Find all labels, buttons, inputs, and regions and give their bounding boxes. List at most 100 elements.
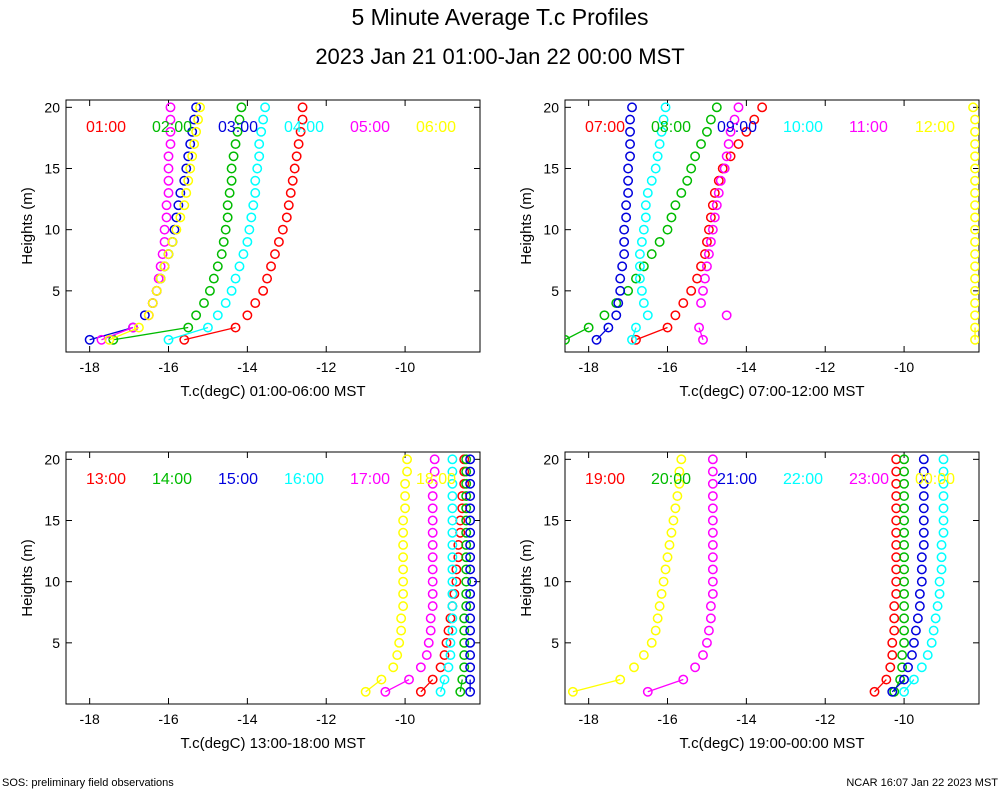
data-point-14:00 (461, 601, 472, 612)
data-point-12:00 (970, 139, 979, 149)
data-point-04:00 (163, 334, 174, 345)
data-point-00:00 (674, 466, 685, 477)
data-point-21:00 (916, 576, 927, 587)
data-point-06:00 (193, 114, 204, 125)
data-point-21:00 (918, 540, 929, 550)
data-point-01:00 (291, 151, 302, 162)
series-connector-19:00 (874, 679, 887, 693)
data-point-17:00 (421, 650, 432, 661)
series-connector-06:00 (109, 326, 140, 341)
data-point-16:00 (447, 552, 458, 563)
data-point-23:00 (703, 625, 714, 636)
x-tick-label: -12 (316, 711, 336, 727)
data-point-05:00 (165, 114, 176, 125)
data-point-01:00 (295, 126, 306, 137)
data-point-15:00 (465, 588, 476, 599)
data-point-15:00 (465, 564, 476, 575)
data-point-14:00 (461, 540, 472, 550)
y-tick-label: 15 (44, 513, 60, 529)
data-point-11:00 (711, 200, 722, 211)
data-point-19:00 (889, 601, 900, 612)
data-point-01:00 (293, 139, 304, 149)
data-point-05:00 (165, 102, 176, 113)
x-tick-label: -16 (657, 711, 677, 727)
data-point-10:00 (636, 285, 647, 296)
data-point-00:00 (658, 576, 669, 587)
data-point-11:00 (725, 126, 736, 137)
data-point-04:00 (220, 298, 231, 309)
y-tick-label: 5 (551, 635, 559, 651)
y-axis-label: Heights (m) (518, 539, 535, 617)
data-point-22:00 (916, 662, 927, 673)
data-point-17:00 (427, 564, 438, 575)
data-point-01:00 (285, 188, 296, 198)
data-point-15:00 (465, 601, 476, 612)
data-point-09:00 (615, 273, 626, 284)
data-point-09:00 (619, 236, 630, 247)
legend-entry-18:00: 18:00 (416, 471, 456, 488)
data-point-17:00 (429, 466, 440, 477)
data-point-20:00 (897, 662, 908, 673)
data-point-00:00 (672, 491, 683, 501)
data-point-12:00 (970, 175, 979, 186)
data-point-03:00 (187, 126, 198, 137)
data-point-03:00 (84, 334, 95, 345)
data-point-03:00 (191, 102, 202, 113)
legend-entry-03:00: 03:00 (218, 119, 258, 136)
data-point-08:00 (646, 249, 657, 260)
data-point-08:00 (666, 212, 677, 223)
data-point-03:00 (139, 310, 150, 321)
data-point-14:00 (461, 588, 472, 599)
legend-entry-23:00: 23:00 (849, 471, 889, 488)
data-point-15:00 (467, 576, 478, 587)
data-point-00:00 (650, 625, 661, 636)
data-point-08:00 (599, 310, 610, 321)
x-tick-label: -18 (80, 359, 100, 375)
data-point-10:00 (634, 261, 645, 272)
data-point-23:00 (707, 478, 718, 489)
data-point-12:00 (970, 236, 979, 247)
data-point-10:00 (634, 273, 645, 284)
data-point-18:00 (388, 662, 399, 673)
data-point-06:00 (163, 249, 174, 260)
data-point-00:00 (670, 503, 681, 514)
data-point-06:00 (191, 126, 202, 137)
data-point-21:00 (918, 515, 929, 526)
data-point-09:00 (625, 139, 636, 149)
data-point-04:00 (248, 200, 259, 211)
data-point-07:00 (733, 139, 744, 149)
data-point-04:00 (252, 163, 263, 174)
data-point-09:00 (621, 200, 632, 211)
data-point-02:00 (220, 224, 231, 235)
axes-frame (65, 99, 481, 353)
data-point-07:00 (678, 298, 689, 309)
series-connector-00:00 (572, 678, 621, 693)
series-connector-04:00 (168, 326, 209, 341)
data-point-12:00 (970, 163, 979, 174)
data-point-08:00 (676, 188, 687, 198)
data-point-20:00 (899, 637, 910, 648)
data-point-04:00 (212, 310, 223, 321)
data-point-16:00 (447, 564, 458, 575)
data-point-08:00 (654, 236, 665, 247)
data-point-01:00 (281, 212, 292, 223)
data-point-20:00 (897, 650, 908, 661)
data-point-03:00 (173, 200, 184, 211)
data-point-06:00 (183, 175, 194, 186)
data-point-02:00 (236, 102, 247, 113)
data-point-07:00 (749, 114, 760, 125)
legend-entry-07:00: 07:00 (585, 119, 625, 136)
series-connector-03:00 (89, 326, 134, 341)
x-tick-label: -10 (395, 359, 415, 375)
data-point-12:00 (970, 126, 979, 137)
data-point-15:00 (465, 625, 476, 636)
data-point-17:00 (427, 478, 438, 489)
data-point-05:00 (155, 261, 166, 272)
data-point-15:00 (465, 466, 476, 477)
data-point-14:00 (461, 491, 472, 501)
data-point-16:00 (447, 527, 458, 538)
data-point-16:00 (447, 515, 458, 526)
data-point-03:00 (189, 114, 200, 125)
data-point-05:00 (128, 322, 138, 333)
